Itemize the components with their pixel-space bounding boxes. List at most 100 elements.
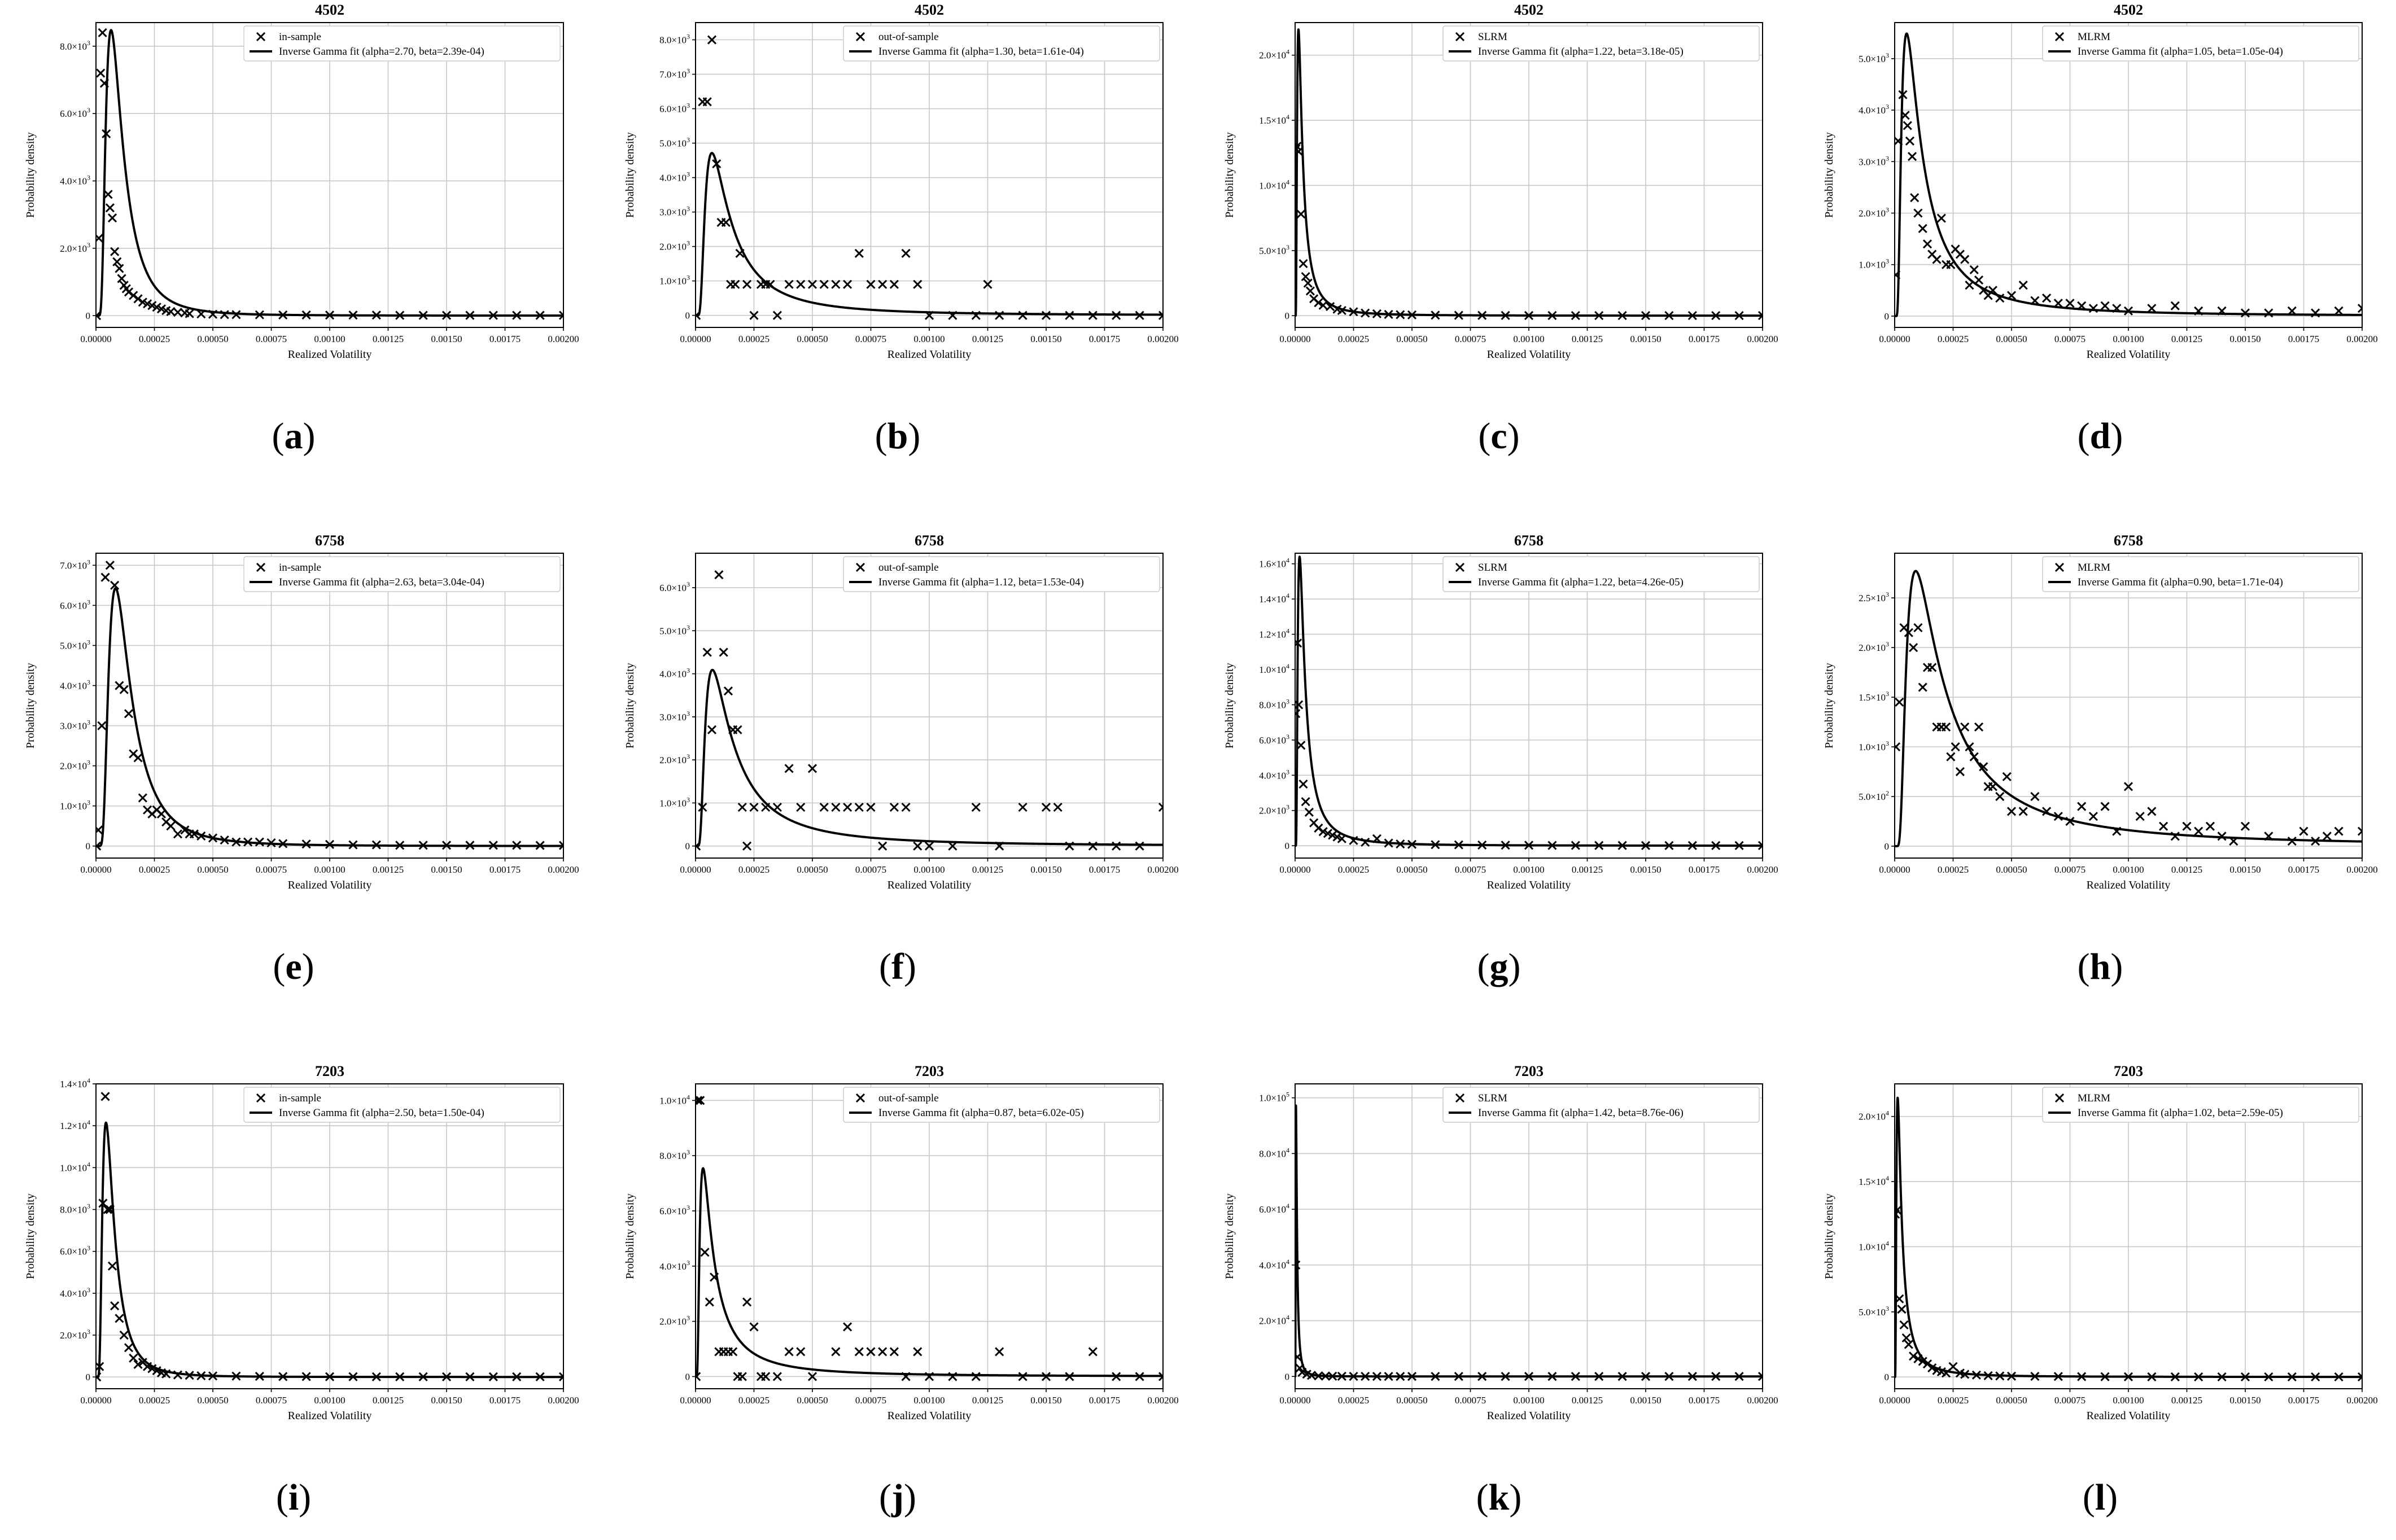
- x-axis-label: Realized Volatility: [2087, 879, 2171, 891]
- x-tick-label: 0.00000: [1879, 334, 1910, 344]
- scatter-point: [1112, 310, 1121, 320]
- scatter-point: [1158, 802, 1163, 812]
- y-tick-label: 1.0×104: [60, 1160, 90, 1173]
- plot-frame: [1894, 22, 2363, 328]
- x-tick-label: 0.00000: [80, 1395, 111, 1406]
- scatter-point: [1158, 1372, 1163, 1381]
- x-tick-label: 0.00200: [1747, 1395, 1778, 1406]
- scatter-point: [2088, 304, 2098, 313]
- scatter-point: [1983, 1371, 1993, 1380]
- scatter-point: [901, 248, 911, 258]
- scatter-point: [2217, 306, 2227, 316]
- scatter-point: [1303, 278, 1313, 288]
- chart-title: 4502: [2114, 2, 2143, 18]
- y-axis-label: Probability density: [624, 132, 636, 218]
- fit-curve: [1295, 28, 1763, 317]
- scatter-point: [1501, 310, 1510, 320]
- scatter-point: [325, 839, 335, 849]
- x-tick-label: 0.00175: [489, 334, 521, 344]
- legend-label: MLRM: [2078, 1092, 2110, 1104]
- scatter-point: [1396, 1372, 1405, 1381]
- scatter-point: [220, 835, 229, 845]
- y-tick-label: 1.0×104: [1859, 1239, 1889, 1252]
- scatter-point: [278, 1372, 288, 1381]
- scatter-point: [129, 1353, 138, 1363]
- scatter-point: [1501, 841, 1510, 850]
- scatter-point: [1895, 136, 1903, 146]
- legend: out-of-sample Inverse Gamma fit (alpha=1.…: [843, 556, 1160, 592]
- scatter-point: [1711, 1372, 1721, 1381]
- scatter-point: [196, 831, 206, 841]
- scatter-point: [2264, 832, 2273, 841]
- scatter-point: [761, 802, 771, 812]
- scatter-point: [1948, 1362, 1958, 1371]
- chart-title: 6758: [915, 532, 944, 549]
- scatter-point: [2123, 1372, 2133, 1381]
- legend-label: in-sample: [279, 31, 321, 43]
- scatter-point: [749, 310, 759, 320]
- legend-label: out-of-sample: [878, 1092, 939, 1104]
- x-tick-label: 0.00150: [1630, 864, 1661, 875]
- scatter-point: [1918, 1357, 1927, 1366]
- y-tick-label: 2.0×103: [60, 241, 90, 254]
- legend-label: Inverse Gamma fit (alpha=1.05, beta=1.05…: [2078, 46, 2283, 58]
- scatter-point: [2065, 816, 2075, 826]
- scatter-point: [107, 213, 117, 223]
- scatter-point: [2264, 308, 2273, 318]
- scatter-point: [2322, 832, 2332, 841]
- x-tick-label: 0.00025: [139, 334, 170, 344]
- x-tick-label: 0.00125: [972, 334, 1003, 344]
- y-tick-label: 0: [1285, 841, 1290, 851]
- scatter-point: [465, 1372, 475, 1381]
- scatter-point: [1326, 302, 1335, 312]
- scatter-point: [1711, 841, 1721, 850]
- scatter-point: [1974, 722, 1984, 732]
- scatter-point: [133, 753, 143, 763]
- scatter-point: [2229, 837, 2238, 846]
- x-tick-label: 0.00125: [373, 334, 404, 344]
- scatter-point: [819, 279, 829, 289]
- scatter-point: [2112, 304, 2122, 313]
- x-axis: 0.00000 0.00025 0.00050 0.00075 0.00100 0.001…: [80, 23, 579, 361]
- x-tick-label: 0.00200: [548, 334, 579, 344]
- scatter-point: [1018, 310, 1028, 320]
- scatter-point: [742, 1297, 752, 1307]
- x-tick-label: 0.00200: [1147, 1395, 1178, 1406]
- scatter-point: [1965, 281, 1974, 290]
- x-tick-label: 0.00100: [913, 334, 945, 344]
- scatter-point: [124, 709, 134, 719]
- chart-title: 4502: [915, 2, 944, 18]
- legend-marker: [256, 1093, 266, 1103]
- legend-box: [243, 1087, 561, 1123]
- x-axis: 0.00000 0.00025 0.00050 0.00075 0.00100 0.001…: [1279, 1084, 1778, 1422]
- scatter-point: [1477, 1372, 1487, 1381]
- panel-caption: (a): [272, 415, 316, 457]
- scatter-point: [702, 97, 712, 107]
- scatter-point: [96, 311, 102, 321]
- scatter-point: [1477, 310, 1487, 320]
- scatter-point: [2287, 1372, 2297, 1382]
- plot-frame: [95, 1083, 564, 1389]
- y-axis-label: Probability density: [624, 663, 636, 749]
- scatter-point: [1895, 742, 1901, 752]
- scatter-series: [1295, 1260, 1763, 1381]
- y-tick-label: 6.0×103: [659, 102, 690, 115]
- y-tick-label: 5.0×103: [659, 623, 690, 636]
- x-tick-label: 0.00025: [1338, 1395, 1369, 1406]
- scatter-point: [1112, 841, 1121, 851]
- fit-curve: [96, 1121, 563, 1379]
- scatter-point: [1547, 310, 1557, 320]
- scatter-point: [278, 839, 288, 848]
- scatter-point: [995, 1347, 1004, 1357]
- x-tick-label: 0.00175: [1089, 864, 1120, 875]
- y-tick-label: 5.0×103: [1859, 1305, 1889, 1318]
- y-tick-label: 1.0×103: [1859, 257, 1889, 270]
- scatter-point: [742, 841, 752, 851]
- scatter-point: [1687, 310, 1697, 321]
- x-tick-label: 0.00050: [1996, 334, 2027, 344]
- legend: MLRM Inverse Gamma fit (alpha=1.05, beta=…: [2042, 25, 2359, 62]
- x-tick-label: 0.00175: [2288, 864, 2319, 875]
- x-tick-label: 0.00025: [1938, 864, 1969, 875]
- legend: SLRM Inverse Gamma fit (alpha=1.42, beta=…: [1442, 1087, 1760, 1123]
- scatter-point: [115, 1314, 124, 1323]
